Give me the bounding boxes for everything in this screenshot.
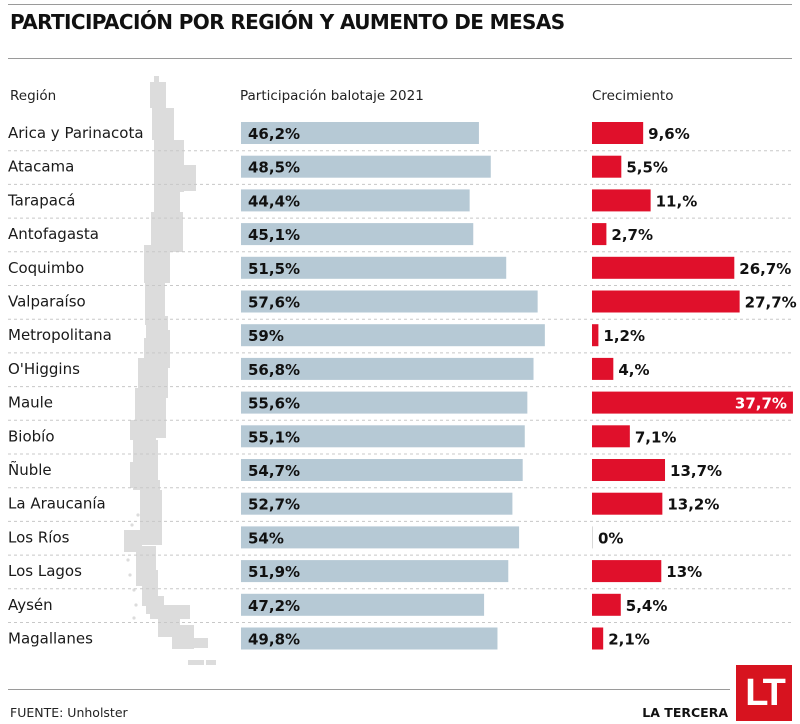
region-label: Los Ríos — [8, 528, 70, 546]
region-label: Metropolitana — [8, 326, 112, 344]
column-header-participation: Participación balotaje 2021 — [240, 88, 424, 104]
growth-bar — [592, 526, 593, 549]
growth-bar — [592, 324, 599, 347]
growth-value-label: 13,2% — [667, 496, 719, 514]
region-label: O'Higgins — [8, 360, 80, 378]
participation-value-label: 49,8% — [248, 631, 300, 649]
growth-value-label: 1,2% — [603, 327, 645, 345]
growth-value-label: 4,% — [618, 361, 649, 379]
growth-bar — [592, 256, 735, 279]
growth-value-label: 37,7% — [735, 395, 787, 413]
title-rule — [8, 58, 792, 59]
participation-bar — [241, 391, 528, 414]
participation-value-label: 51,5% — [248, 260, 300, 278]
region-label: Maule — [8, 394, 53, 412]
growth-bar — [592, 155, 622, 178]
region-label: Coquimbo — [8, 259, 84, 277]
growth-bar — [592, 223, 607, 246]
participation-value-label: 51,9% — [248, 563, 300, 581]
growth-value-label: 9,6% — [648, 125, 690, 143]
participation-bar — [241, 425, 525, 448]
growth-bar — [592, 627, 604, 650]
participation-value-label: 54,7% — [248, 462, 300, 480]
participation-value-label: 57,6% — [248, 294, 300, 312]
participation-bar — [241, 526, 520, 549]
growth-bar — [592, 122, 644, 144]
participation-bar — [241, 593, 485, 616]
participation-value-label: 48,5% — [248, 159, 300, 177]
participation-value-label: 45,1% — [248, 226, 300, 244]
participation-bar — [241, 459, 523, 481]
participation-value-label: 47,2% — [248, 597, 300, 615]
growth-bar — [592, 560, 662, 583]
growth-bar — [592, 593, 621, 616]
participation-bar — [241, 223, 474, 246]
participation-bar — [241, 492, 513, 515]
growth-value-label: 13% — [666, 563, 702, 581]
region-label: Atacama — [8, 158, 74, 176]
participation-bar — [241, 357, 534, 380]
participation-value-label: 59% — [248, 327, 284, 345]
participation-value-label: 44,4% — [248, 192, 300, 210]
growth-value-label: 11,% — [656, 192, 698, 210]
growth-bar — [592, 459, 666, 481]
region-label: Los Lagos — [8, 562, 82, 580]
chart-title: PARTICIPACIÓN POR REGIÓN Y AUMENTO DE ME… — [10, 10, 565, 34]
participation-value-label: 52,7% — [248, 496, 300, 514]
growth-value-label: 26,7% — [739, 260, 791, 278]
region-label: Antofagasta — [8, 225, 99, 243]
region-label: Ñuble — [8, 460, 52, 479]
bar-chart: Arica y Parinacota 46,2% 9,6% Atacama 48,5% 5… — [7, 122, 797, 650]
region-label: Valparaíso — [8, 293, 86, 311]
column-header-growth: Crecimiento — [592, 88, 674, 104]
participation-value-label: 56,8% — [248, 361, 300, 379]
region-label: Tarapacá — [7, 191, 75, 209]
growth-bar — [592, 391, 793, 414]
growth-bar — [592, 290, 740, 313]
participation-bar — [241, 155, 491, 178]
chile-map-silhouette — [124, 76, 216, 665]
growth-value-label: 7,1% — [635, 428, 677, 446]
participation-bar — [241, 189, 470, 212]
growth-value-label: 5,5% — [626, 159, 668, 177]
participation-bar — [241, 560, 509, 583]
participation-bar — [241, 122, 479, 144]
growth-value-label: 2,7% — [611, 226, 653, 244]
growth-bar — [592, 189, 651, 212]
participation-value-label: 55,6% — [248, 395, 300, 413]
growth-bar — [592, 492, 663, 515]
participation-bar — [241, 324, 545, 347]
participation-value-label: 54% — [248, 529, 284, 547]
participation-value-label: 55,1% — [248, 428, 300, 446]
growth-bar — [592, 425, 630, 448]
brand-name: LA TERCERA — [642, 705, 728, 720]
growth-value-label: 5,4% — [626, 597, 668, 615]
growth-value-label: 2,1% — [608, 631, 650, 649]
growth-value-label: 0% — [598, 529, 623, 547]
column-header-region: Región — [10, 88, 57, 104]
participation-value-label: 46,2% — [248, 125, 300, 143]
participation-bar — [241, 256, 507, 279]
footer-rule — [8, 689, 730, 690]
growth-bar — [592, 357, 614, 380]
region-label: Magallanes — [8, 630, 93, 648]
region-label: Arica y Parinacota — [8, 124, 144, 142]
source-note: FUENTE: Unholster — [10, 705, 128, 720]
la-tercera-logo: LT — [736, 665, 792, 721]
region-label: La Araucanía — [8, 495, 106, 513]
participation-bar — [241, 627, 498, 650]
growth-value-label: 13,7% — [670, 462, 722, 480]
top-rule — [8, 4, 792, 5]
growth-value-label: 27,7% — [745, 294, 797, 312]
region-label: Biobío — [8, 427, 55, 445]
region-label: Aysén — [8, 596, 53, 614]
participation-bar — [241, 290, 538, 313]
